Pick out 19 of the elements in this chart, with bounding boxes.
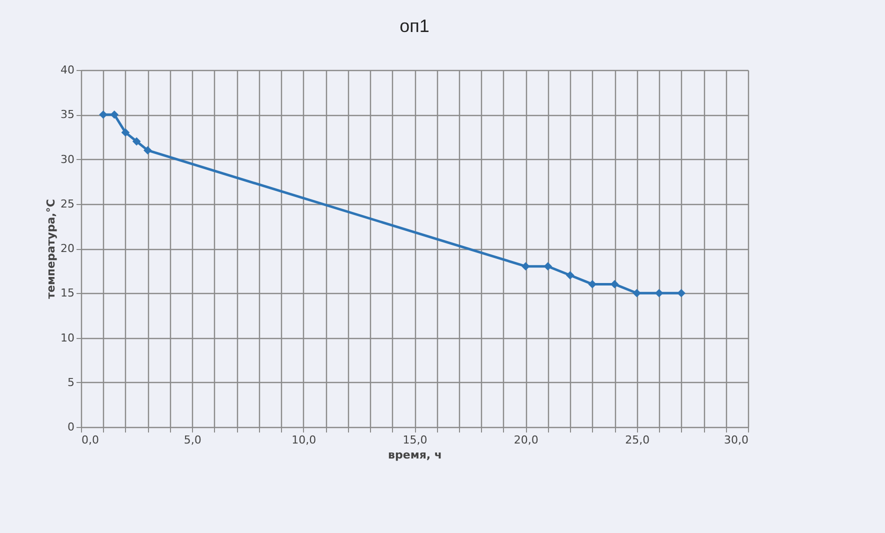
y-tick-label: 0 bbox=[68, 420, 74, 434]
x-tick-label: 20,0 bbox=[514, 434, 538, 446]
y-tick-label: 20 bbox=[60, 242, 74, 255]
x-tick-label: 25,0 bbox=[625, 434, 650, 446]
x-tick-label: 0,0 bbox=[82, 434, 99, 446]
y-tick-label: 40 bbox=[60, 64, 74, 76]
x-axis-title: время, ч bbox=[388, 448, 442, 462]
y-tick-label: 15 bbox=[60, 286, 74, 300]
x-tick-label: 30,0 bbox=[724, 434, 748, 446]
x-tick-label: 15,0 bbox=[402, 434, 428, 446]
y-tick-label: 30 bbox=[60, 152, 74, 166]
x-tick-label: 5,0 bbox=[184, 434, 202, 446]
y-tick-label: 5 bbox=[68, 376, 74, 389]
y-tick-label: 10 bbox=[60, 331, 74, 344]
y-tick-label: 35 bbox=[60, 108, 74, 122]
y-axis-title: температура,°С bbox=[44, 199, 58, 299]
y-tick-label: 25 bbox=[60, 197, 74, 210]
chart-title: оп1 bbox=[400, 16, 430, 36]
x-tick-label: 10,0 bbox=[292, 434, 316, 446]
